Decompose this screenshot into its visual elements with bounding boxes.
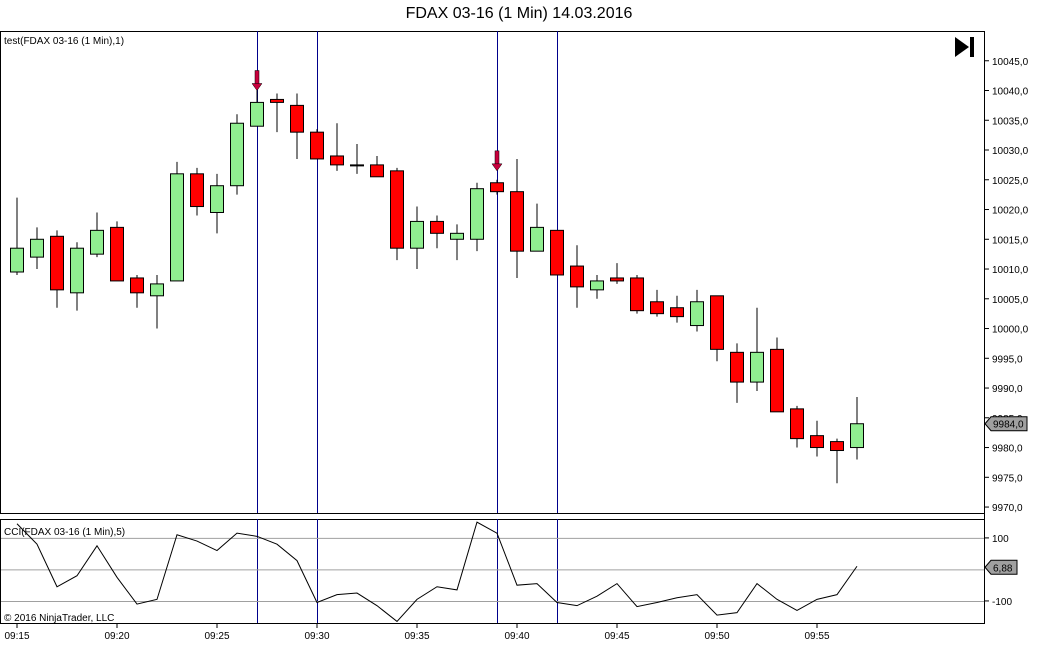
candle-body [250,101,264,127]
y-tick-label: 10010,0 [992,265,1029,276]
x-tick-label: 09:45 [604,631,629,642]
y-tick-label: 10000,0 [992,325,1029,336]
candle-body [710,295,724,350]
y-tick-label: 9975,0 [992,473,1023,484]
candle-body [30,238,44,258]
y-tick-label: 10015,0 [992,235,1029,246]
x-tick-label: 09:35 [404,631,429,642]
last-price-marker [984,416,1028,432]
candle-body [590,280,604,291]
candle-body [310,131,324,160]
y-tick-label: 9980,0 [992,444,1023,455]
candle-body [130,277,144,294]
candle-body [630,277,644,312]
candle-body [150,283,164,297]
down-arrow-icon [491,150,503,172]
y-tick-label: 10020,0 [992,206,1029,217]
candle-body [370,164,384,178]
price-layer [10,31,864,513]
candle-body [430,220,444,234]
candle-body [90,229,104,255]
down-arrow-shaft [494,150,500,166]
cci-line [16,521,858,623]
x-tick-label: 09:25 [204,631,229,642]
y-tick-label: 10035,0 [992,116,1029,127]
x-tick-label: 09:20 [104,631,129,642]
candle-body [550,229,564,276]
down-arrow-head [491,163,503,172]
play-to-end-icon[interactable] [955,37,974,57]
candle-body [290,104,304,133]
candle-body [350,164,364,167]
candle-body [530,226,544,252]
y-tick-label: 9970,0 [992,503,1023,514]
y-tick-label: 10030,0 [992,146,1029,157]
candle-body [170,173,184,282]
indicator-panel[interactable] [0,519,985,624]
candle-body [670,307,684,318]
x-tick-label: 09:55 [804,631,829,642]
candle-body [270,98,284,103]
y-tick-label: 9990,0 [992,384,1023,395]
candle-body [510,191,524,252]
down-arrow-shaft [254,70,260,85]
y-tick-label: 10005,0 [992,295,1029,306]
price-panel[interactable] [0,31,985,514]
cci-tick-label: 100 [992,534,1009,545]
candle-body [790,408,804,440]
indicator-panel-label: CCI(FDAX 03-16 (1 Min),5) [4,527,125,538]
candle-body [450,232,464,240]
candle-body [570,265,584,288]
candle-body [770,348,784,413]
candle-body [10,247,24,273]
copyright-text: © 2016 NinjaTrader, LLC [4,613,114,624]
candle-body [650,301,664,315]
x-tick-label: 09:15 [4,631,29,642]
candle-body [830,441,844,452]
x-tick-label: 09:50 [704,631,729,642]
y-tick-label: 10040,0 [992,87,1029,98]
last-cci-marker [984,559,1018,575]
y-tick-label: 9995,0 [992,354,1023,365]
candle-body [730,351,744,383]
candle-body [470,188,484,240]
candle-body [410,220,424,249]
candle-body [210,185,224,213]
price-panel-label: test(FDAX 03-16 (1 Min),1) [4,36,124,47]
y-tick-label: 10045,0 [992,57,1029,68]
candle-body [490,182,504,193]
down-arrow-icon [251,70,263,91]
candle-body [810,435,824,449]
candle-body [50,235,64,291]
cci-tick-label: -100 [992,597,1012,608]
last-cci-label: 6,88 [993,563,1013,574]
y-tick-label: 10025,0 [992,176,1029,187]
candle-body [390,170,404,249]
x-tick-label: 09:40 [504,631,529,642]
candle-body [190,173,204,208]
candle-body [110,226,124,282]
candle-body [610,277,624,282]
candle-body [690,301,704,327]
candle-body [850,423,864,449]
axis-layer: 10045,0 10040,0 10035,0 10030,0 10025,0 10020… [4,57,1028,642]
candle-body [750,351,764,383]
x-tick-label: 09:30 [304,631,329,642]
chart-title: FDAX 03-16 (1 Min) 14.03.2016 [406,5,633,22]
down-arrow-head [251,83,263,91]
candle-body [330,155,344,166]
indicator-layer [1,519,984,623]
last-price-label: 9984,0 [993,420,1024,431]
candle-body [70,247,84,294]
candle-body [230,122,244,187]
